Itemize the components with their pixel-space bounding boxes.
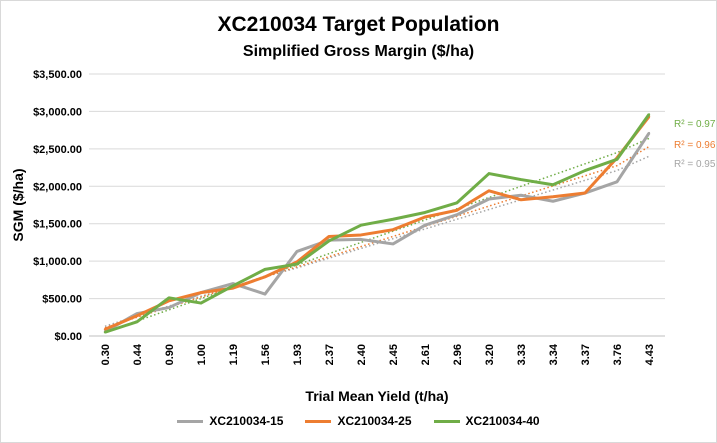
legend-label-25: XC210034-25 bbox=[337, 414, 412, 428]
data-point-XC210034-15 bbox=[647, 131, 651, 135]
data-point-XC210034-25 bbox=[103, 328, 107, 331]
legend: XC210034-15 XC210034-25 XC210034-40 bbox=[1, 414, 716, 428]
legend-label-40: XC210034-40 bbox=[465, 414, 540, 428]
data-point-XC210034-15 bbox=[615, 180, 619, 183]
x-tick-label: 3.33 bbox=[516, 344, 528, 365]
data-point-XC210034-25 bbox=[551, 195, 555, 198]
x-tick-label: 3.34 bbox=[548, 343, 560, 365]
data-point-XC210034-40 bbox=[103, 331, 107, 334]
data-point-XC210034-25 bbox=[167, 299, 171, 303]
x-tick-label: 3.20 bbox=[484, 344, 496, 365]
y-tick-label: $1,000.00 bbox=[33, 256, 82, 268]
data-point-XC210034-25 bbox=[519, 198, 523, 201]
data-point-XC210034-40 bbox=[647, 113, 651, 116]
chart-title: XC210034 Target Population bbox=[217, 13, 500, 36]
data-point-XC210034-25 bbox=[327, 235, 331, 238]
data-point-XC210034-25 bbox=[583, 191, 587, 195]
x-axis-title: Trial Mean Yield (t/ha) bbox=[305, 388, 448, 404]
data-point-XC210034-15 bbox=[551, 200, 555, 203]
data-point-XC210034-25 bbox=[199, 291, 203, 294]
data-point-XC210034-40 bbox=[455, 201, 459, 204]
r2-label-XC210034-40: R² = 0.97 bbox=[674, 119, 716, 130]
data-point-XC210034-40 bbox=[583, 169, 587, 172]
y-axis-title: SGM ($/ha) bbox=[10, 168, 26, 241]
data-point-XC210034-15 bbox=[519, 194, 523, 197]
data-point-XC210034-40 bbox=[167, 296, 171, 300]
y-tick-label: $500.00 bbox=[42, 294, 82, 306]
data-point-XC210034-40 bbox=[519, 178, 523, 181]
y-tick-label: $0.00 bbox=[54, 331, 82, 343]
chart-subtitle: Simplified Gross Margin ($/ha) bbox=[242, 43, 475, 60]
data-point-XC210034-15 bbox=[391, 242, 395, 246]
data-point-XC210034-15 bbox=[423, 224, 427, 227]
x-tick-label: 1.00 bbox=[196, 344, 208, 365]
line-chart: $0.00 $500.00 $1,000.00 $1,500.00 $2,000.00 $… bbox=[10, 69, 716, 404]
data-point-XC210034-40 bbox=[391, 218, 395, 221]
data-point-XC210034-40 bbox=[263, 268, 267, 271]
x-tick-label: 1.93 bbox=[292, 344, 304, 365]
x-tick-label: 3.76 bbox=[612, 344, 624, 365]
x-tick-label: 2.40 bbox=[356, 344, 368, 365]
legend-item-25: XC210034-25 bbox=[305, 414, 412, 428]
x-tick-label: 2.96 bbox=[452, 344, 464, 365]
legend-swatch-40 bbox=[433, 419, 460, 423]
data-point-XC210034-25 bbox=[391, 228, 395, 231]
trendline-XC210034-40 bbox=[104, 137, 650, 333]
x-tick-label: 0.90 bbox=[164, 344, 176, 365]
data-point-XC210034-25 bbox=[455, 209, 459, 212]
data-point-XC210034-15 bbox=[295, 250, 299, 253]
y-tick-label: $2,500.00 bbox=[33, 144, 82, 156]
y-tick-label: $3,500.00 bbox=[33, 69, 82, 81]
data-point-XC210034-25 bbox=[359, 233, 363, 237]
data-point-XC210034-25 bbox=[423, 215, 427, 219]
legend-swatch-15 bbox=[177, 419, 204, 423]
data-point-XC210034-40 bbox=[295, 262, 299, 266]
x-tick-label: 0.44 bbox=[132, 343, 144, 365]
r2-label-XC210034-15: R² = 0.95 bbox=[674, 159, 716, 170]
x-tick-label: 2.61 bbox=[420, 344, 432, 365]
legend-swatch-25 bbox=[305, 419, 332, 423]
data-point-XC210034-15 bbox=[263, 292, 267, 296]
x-tick-label: 2.45 bbox=[388, 344, 400, 365]
series-line-XC210034-25 bbox=[104, 115, 651, 331]
data-point-XC210034-40 bbox=[551, 183, 555, 186]
x-tick-label: 2.37 bbox=[324, 344, 336, 365]
series-line-XC210034-40 bbox=[104, 113, 651, 334]
data-point-XC210034-40 bbox=[615, 158, 619, 161]
y-tick-label: $2,000.00 bbox=[33, 181, 82, 193]
trendline-XC210034-15 bbox=[104, 155, 650, 327]
data-point-XC210034-40 bbox=[359, 224, 363, 227]
data-point-XC210034-15 bbox=[455, 213, 459, 216]
data-point-XC210034-40 bbox=[199, 301, 203, 305]
data-point-XC210034-15 bbox=[359, 238, 363, 241]
x-tick-label: 4.43 bbox=[644, 344, 656, 365]
x-tick-label: 0.30 bbox=[100, 344, 112, 365]
x-tick-label: 1.56 bbox=[260, 344, 272, 365]
data-point-XC210034-40 bbox=[231, 284, 235, 288]
data-point-XC210034-25 bbox=[263, 275, 267, 279]
y-tick-label: $1,500.00 bbox=[33, 219, 82, 231]
y-tick-label: $3,000.00 bbox=[33, 106, 82, 118]
data-point-XC210034-40 bbox=[423, 211, 427, 214]
r2-label-XC210034-25: R² = 0.96 bbox=[674, 140, 716, 151]
legend-item-15: XC210034-15 bbox=[177, 414, 283, 428]
data-point-XC210034-40 bbox=[327, 239, 331, 243]
data-point-XC210034-25 bbox=[487, 189, 491, 192]
data-point-XC210034-15 bbox=[487, 197, 491, 201]
legend-item-40: XC210034-40 bbox=[433, 414, 540, 428]
x-tick-label: 3.37 bbox=[580, 344, 592, 365]
data-point-XC210034-25 bbox=[135, 314, 139, 317]
legend-label-15: XC210034-15 bbox=[209, 414, 284, 428]
data-point-XC210034-40 bbox=[135, 320, 139, 323]
x-tick-label: 1.19 bbox=[228, 344, 240, 365]
data-point-XC210034-15 bbox=[167, 306, 171, 309]
data-point-XC210034-40 bbox=[487, 172, 491, 175]
